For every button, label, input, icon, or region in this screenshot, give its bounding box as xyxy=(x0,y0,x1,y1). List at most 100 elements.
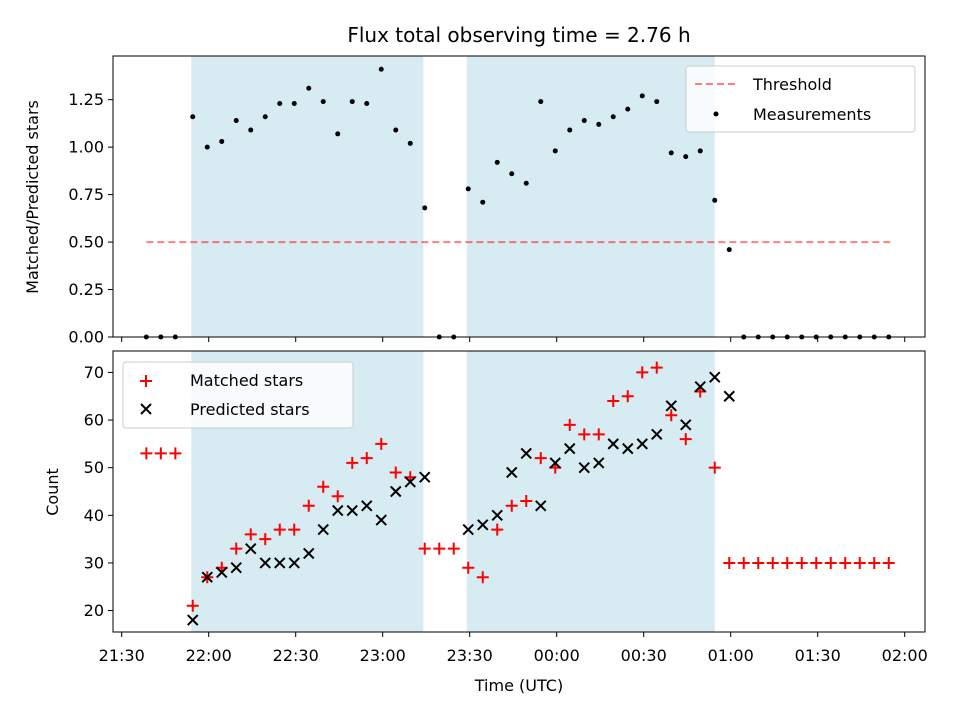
top-legend: Threshold Measurements xyxy=(685,65,916,133)
measurement-point xyxy=(581,118,587,124)
measurement-point xyxy=(262,114,268,120)
matched-star-point xyxy=(810,556,823,569)
predicted-star-point xyxy=(651,428,663,441)
matched-star-point xyxy=(302,499,315,512)
legend-predicted-swatch xyxy=(140,403,152,415)
matched-star-point xyxy=(447,542,460,555)
x-axis-label: Time (UTC) xyxy=(474,676,563,695)
predicted-star-point xyxy=(578,461,590,474)
legend-measurements-swatch xyxy=(713,111,719,117)
matched-star-point xyxy=(795,556,808,569)
chart-title: Flux total observing time = 2.76 h xyxy=(347,23,690,47)
matched-star-point xyxy=(578,428,591,441)
matched-star-point xyxy=(839,556,852,569)
y-tick-label: 1.00 xyxy=(68,138,104,157)
predicted-star-point xyxy=(665,400,677,412)
matched-star-point xyxy=(154,447,167,460)
x-tick-label: 23:30 xyxy=(447,646,493,665)
measurement-point xyxy=(219,138,225,144)
matched-star-point xyxy=(230,542,243,555)
y-tick-label: 0.75 xyxy=(68,185,104,204)
top-x-ticks xyxy=(121,337,906,342)
matched-star-point xyxy=(462,561,475,574)
bottom-y-ticks: 20 30 40 50 60 70 xyxy=(84,363,113,620)
predicted-star-point xyxy=(549,457,561,469)
predicted-star-point xyxy=(622,442,634,455)
predicted-star-point xyxy=(346,504,358,517)
x-tick-label: 02:00 xyxy=(882,646,928,665)
top-shaded-intervals xyxy=(191,56,715,337)
predicted-star-point xyxy=(723,390,735,402)
measurement-point xyxy=(291,100,297,106)
predicted-star-point xyxy=(390,485,402,498)
legend-threshold-label: Threshold xyxy=(752,75,832,94)
predicted-star-point xyxy=(419,471,431,483)
matched-star-point xyxy=(505,499,518,512)
predicted-star-point xyxy=(607,438,619,450)
matched-star-point xyxy=(665,409,678,422)
measurement-point xyxy=(712,197,718,203)
measurement-point xyxy=(567,127,573,133)
measurement-point xyxy=(248,127,254,133)
matched-star-point xyxy=(708,461,721,474)
predicted-star-point xyxy=(506,466,518,479)
top-legend-box xyxy=(685,65,916,133)
matched-star-point xyxy=(288,523,301,536)
measurement-point xyxy=(407,140,413,146)
y-tick-label: 1.25 xyxy=(68,90,104,109)
measurement-point xyxy=(422,205,428,211)
measurement-point xyxy=(683,154,689,160)
matched-star-point xyxy=(621,390,634,403)
matched-star-point xyxy=(882,556,895,569)
matched-star-point xyxy=(259,533,272,546)
predicted-star-point xyxy=(317,523,329,536)
measurement-point xyxy=(480,199,486,205)
matched-star-point xyxy=(679,433,692,446)
y-tick-label: 70 xyxy=(84,363,104,382)
x-tick-label: 00:00 xyxy=(534,646,580,665)
matched-star-point xyxy=(418,542,431,555)
measurement-point xyxy=(233,118,239,124)
predicted-star-point xyxy=(375,514,387,526)
measurement-points xyxy=(143,66,892,340)
predicted-star-point xyxy=(361,500,373,512)
predicted-star-point xyxy=(187,614,199,626)
y-tick-label: 20 xyxy=(84,601,104,620)
y-tick-label: 0.50 xyxy=(68,233,104,252)
predicted-star-point xyxy=(259,557,271,569)
x-tick-label: 22:00 xyxy=(186,646,232,665)
shaded-interval-2 xyxy=(466,56,715,337)
matched-star-point xyxy=(636,366,649,379)
bottom-legend-box xyxy=(122,361,354,429)
y-tick-label: 30 xyxy=(84,553,104,572)
measurement-point xyxy=(393,127,399,133)
measurement-point xyxy=(697,148,703,154)
matched-star-point xyxy=(273,523,286,536)
matched-star-point xyxy=(766,556,779,569)
predicted-star-point xyxy=(274,557,286,569)
bottom-x-ticks: 21:30 22:00 22:30 23:00 23:30 00:00 00:30 01:00… xyxy=(99,632,928,665)
shaded-interval-2 xyxy=(466,351,715,632)
matched-star-point xyxy=(520,495,533,508)
predicted-star-point xyxy=(245,542,257,555)
matched-star-point xyxy=(781,556,794,569)
matched-star-point xyxy=(563,418,576,431)
matched-star-point xyxy=(389,466,402,479)
matched-star-point xyxy=(868,556,881,569)
measurement-point xyxy=(320,99,326,105)
measurement-point xyxy=(349,99,355,105)
measurement-point xyxy=(277,100,283,106)
y-tick-label: 50 xyxy=(84,458,104,477)
matched-star-point xyxy=(476,571,489,584)
x-tick-label: 21:30 xyxy=(99,646,145,665)
matched-star-point xyxy=(592,428,605,441)
matched-star-point xyxy=(607,395,620,408)
measurement-point xyxy=(509,171,515,177)
measurement-point xyxy=(552,148,558,154)
matched-star-point xyxy=(723,556,736,569)
top-plot-frame xyxy=(112,55,926,338)
x-tick-label: 00:30 xyxy=(621,646,667,665)
matched-star-point xyxy=(824,556,837,569)
x-tick-label: 01:30 xyxy=(795,646,841,665)
matched-star-point xyxy=(433,542,446,555)
